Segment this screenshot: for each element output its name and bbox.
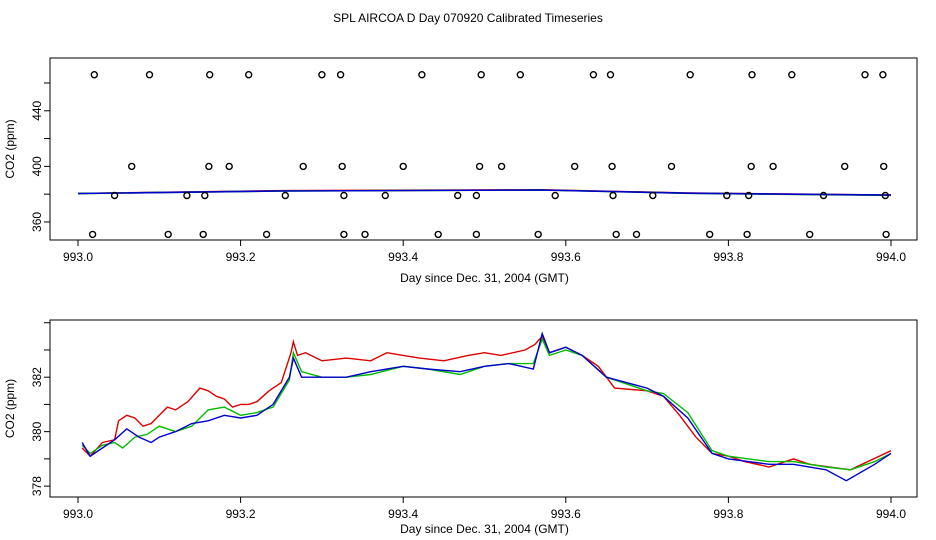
data-point [571,162,579,171]
x-tick-label: 994.0 [876,250,906,264]
data-point [879,70,887,79]
data-point [199,230,207,239]
series-line-red [81,335,892,471]
data-point [861,70,869,79]
data-point [743,230,751,239]
data-point [110,191,119,200]
data-point [747,162,755,171]
data-point [769,162,777,171]
y-tick-label: 440 [30,100,44,120]
data-point [434,230,442,239]
data-point [381,191,389,200]
data-point [299,162,307,171]
x-tick-label: 994.0 [876,507,906,521]
data-point [418,70,426,79]
data-point [475,162,484,171]
data-point [608,162,616,171]
data-point [145,70,154,79]
data-point [262,230,271,239]
data-point [281,191,289,200]
data-point [516,70,524,79]
data-point [841,162,849,171]
x-tick-label: 993.0 [63,250,93,264]
data-point [336,70,345,79]
data-point [399,162,407,171]
data-point [609,191,617,200]
data-point [881,191,889,200]
data-point [632,230,641,239]
data-point [534,230,542,239]
data-point [819,191,828,200]
data-point [806,230,814,239]
data-point [706,230,714,239]
data-point [340,191,348,200]
data-point [748,70,756,79]
data-point [551,191,559,200]
data-point [454,191,462,200]
data-point [788,70,796,79]
x-tick-label: 993.6 [551,507,581,521]
data-point [338,162,346,171]
data-point [477,70,485,79]
y-axis-label: CO2 (ppm) [3,119,17,178]
x-tick-label: 993.0 [63,507,93,521]
data-point [205,162,213,171]
data-point [882,230,890,239]
x-tick-label: 993.8 [713,250,743,264]
figure-title: SPL AIRCOA D Day 070920 Calibrated Times… [333,11,603,25]
x-axis-label: Day since Dec. 31, 2004 (GMT) [400,522,569,536]
plot-frame [49,319,918,498]
y-axis-label: CO2 (ppm) [3,379,17,438]
series-line-blue [81,331,892,482]
series-line-green [81,337,892,471]
co2-line-plot: 993.0 993.2 993.4 993.6 993.8 994.0 378 380 382 D… [3,319,918,536]
data-point [244,70,253,79]
data-point [164,230,172,239]
data-point [225,162,233,171]
y-tick-label: 400 [30,156,44,176]
data-point [649,191,657,200]
data-point [589,70,598,79]
data-point [183,191,191,200]
series-line-blue [77,189,892,196]
data-point [497,162,506,171]
plot-frame [49,57,918,241]
x-tick-label: 993.2 [226,250,256,264]
x-axis-label: Day since Dec. 31, 2004 (GMT) [400,271,569,285]
data-point [880,162,888,171]
x-tick-label: 993.4 [388,507,418,521]
x-tick-label: 993.4 [388,250,418,264]
data-point [606,70,615,79]
y-tick-label: 360 [30,212,44,232]
x-tick-label: 993.8 [713,507,743,521]
x-tick-label: 993.2 [226,507,256,521]
data-point [667,162,676,171]
co2-scatter-plot: 993.0 993.2 993.4 993.6 993.8 994.0 360 400 440 D… [3,57,918,285]
data-point [88,230,97,239]
x-tick-label: 993.6 [551,250,581,264]
data-point [205,70,214,79]
data-point [472,191,481,200]
data-point [745,191,753,200]
data-point [340,230,348,239]
data-point [201,191,209,200]
data-point [361,230,369,239]
data-point [612,230,620,239]
y-tick-label: 378 [30,476,44,496]
y-tick-label: 380 [30,421,44,441]
data-point [723,191,731,200]
y-tick-label: 382 [30,367,44,387]
data-point [472,230,481,239]
data-point [127,162,136,171]
data-point [90,70,99,79]
data-point [318,70,326,79]
data-point [686,70,694,79]
